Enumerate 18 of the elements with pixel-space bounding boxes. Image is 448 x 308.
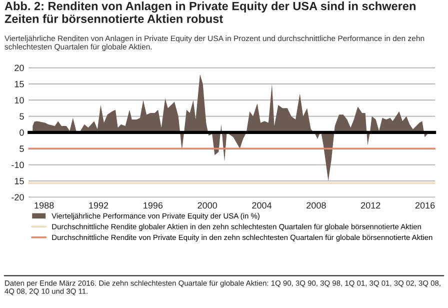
x-tick-label: 1992 <box>89 202 108 209</box>
y-tick-label: 15 <box>14 80 24 88</box>
chart-title: Abb. 2: Renditen von Anlagen in Private Equity der USA sind in schweren Zeiten für börsennotierte Aktien robust <box>4 2 416 23</box>
y-tick-label: 0 <box>20 129 24 136</box>
x-tick-label: 2008 <box>306 202 326 209</box>
x-tick-label: 2016 <box>415 202 435 209</box>
y-tick-label: -10 <box>12 162 24 168</box>
x-tick-label: 2000 <box>198 202 218 209</box>
y-tick-label: 10 <box>14 97 24 104</box>
x-tick-label: 1988 <box>34 202 54 209</box>
y-tick-label: 5 <box>20 113 24 120</box>
y-tick-label: -20 <box>12 194 24 200</box>
x-tick-label: 2004 <box>252 202 272 209</box>
y-tick-label: 20 <box>14 64 24 72</box>
x-tick-label: 1996 <box>144 202 163 209</box>
x-tick-label: 2012 <box>361 202 380 209</box>
y-tick-label: 5 <box>20 146 24 152</box>
y-tick-label: 15 <box>14 178 24 184</box>
